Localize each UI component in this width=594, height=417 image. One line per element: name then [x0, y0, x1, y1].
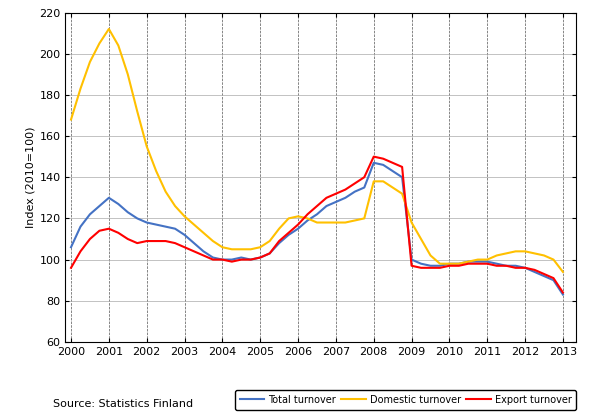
Total turnover [389, 168, 396, 173]
Export turnover [351, 181, 358, 186]
Domestic turnover [456, 261, 463, 266]
Domestic turnover [105, 27, 112, 32]
Total turnover [200, 249, 207, 254]
Total turnover [370, 160, 377, 165]
Line: Total turnover: Total turnover [71, 163, 563, 294]
Legend: Total turnover, Domestic turnover, Export turnover: Total turnover, Domestic turnover, Expor… [235, 390, 576, 409]
Y-axis label: Index (2010=100): Index (2010=100) [25, 126, 35, 228]
Text: Source: Statistics Finland: Source: Statistics Finland [53, 399, 194, 409]
Domestic turnover [389, 185, 396, 190]
Domestic turnover [370, 179, 377, 184]
Export turnover [370, 154, 377, 159]
Export turnover [560, 290, 567, 295]
Export turnover [389, 160, 396, 165]
Total turnover [351, 189, 358, 194]
Total turnover [456, 261, 463, 266]
Line: Export turnover: Export turnover [71, 157, 563, 293]
Domestic turnover [361, 216, 368, 221]
Export turnover [456, 263, 463, 268]
Export turnover [68, 265, 75, 270]
Line: Domestic turnover: Domestic turnover [71, 29, 563, 272]
Total turnover [560, 292, 567, 297]
Domestic turnover [209, 239, 216, 244]
Total turnover [68, 245, 75, 250]
Export turnover [512, 265, 519, 270]
Export turnover [361, 175, 368, 180]
Export turnover [200, 253, 207, 258]
Total turnover [361, 185, 368, 190]
Domestic turnover [560, 269, 567, 274]
Total turnover [512, 263, 519, 268]
Domestic turnover [68, 117, 75, 122]
Domestic turnover [512, 249, 519, 254]
